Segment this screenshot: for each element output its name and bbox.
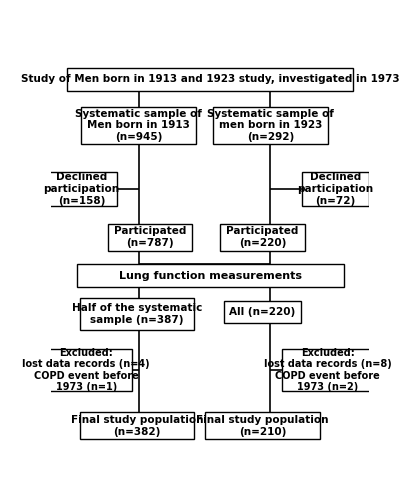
Text: Participated
(n=787): Participated (n=787) <box>113 226 186 248</box>
Text: Declined
participation
(n=72): Declined participation (n=72) <box>297 172 373 206</box>
Text: Final study population
(n=382): Final study population (n=382) <box>71 415 203 436</box>
Text: Lung function measurements: Lung function measurements <box>118 270 301 280</box>
Text: Excluded:
lost data records (n=8)
COPD event before
1973 (n=2): Excluded: lost data records (n=8) COPD e… <box>263 348 391 393</box>
FancyBboxPatch shape <box>67 68 352 91</box>
FancyBboxPatch shape <box>224 301 300 324</box>
Text: Declined
participation
(n=158): Declined participation (n=158) <box>43 172 119 206</box>
Text: Final study population
(n=210): Final study population (n=210) <box>196 415 328 436</box>
FancyBboxPatch shape <box>80 412 194 439</box>
Text: All (n=220): All (n=220) <box>229 307 295 317</box>
FancyBboxPatch shape <box>213 107 327 144</box>
FancyBboxPatch shape <box>40 349 132 391</box>
Text: Study of Men born in 1913 and 1923 study, investigated in 1973: Study of Men born in 1913 and 1923 study… <box>21 74 398 84</box>
FancyBboxPatch shape <box>205 412 319 439</box>
FancyBboxPatch shape <box>45 172 117 206</box>
Text: Systematic sample of
Men born in 1913
(n=945): Systematic sample of Men born in 1913 (n… <box>75 109 202 142</box>
FancyBboxPatch shape <box>220 224 304 250</box>
FancyBboxPatch shape <box>281 349 373 391</box>
Text: Excluded:
lost data records (n=4)
COPD event before
1973 (n=1): Excluded: lost data records (n=4) COPD e… <box>22 348 150 393</box>
FancyBboxPatch shape <box>108 224 191 250</box>
Text: Participated
(n=220): Participated (n=220) <box>226 226 298 248</box>
FancyBboxPatch shape <box>81 107 196 144</box>
FancyBboxPatch shape <box>76 264 343 287</box>
FancyBboxPatch shape <box>80 298 194 330</box>
FancyBboxPatch shape <box>301 172 368 206</box>
Text: Systematic sample of
men born in 1923
(n=292): Systematic sample of men born in 1923 (n… <box>207 109 333 142</box>
Text: Half of the systematic
sample (n=387): Half of the systematic sample (n=387) <box>72 304 202 325</box>
